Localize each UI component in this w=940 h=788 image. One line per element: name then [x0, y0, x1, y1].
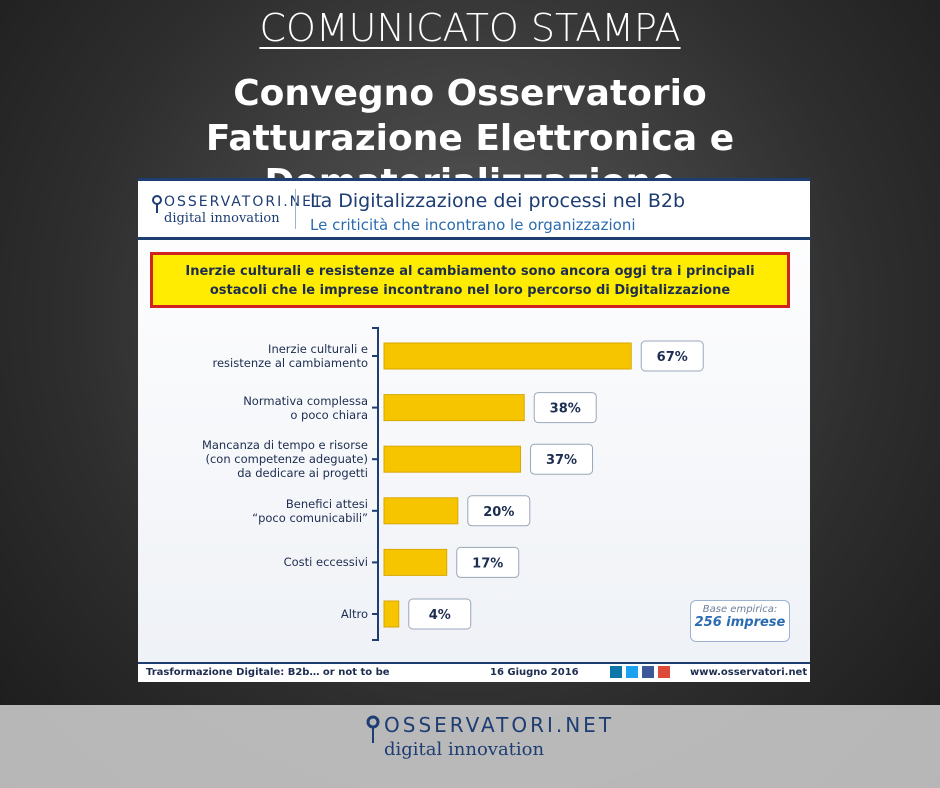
value-box [456, 546, 520, 578]
slide: OSSERVATORI.NET digital innovation La Di… [138, 178, 810, 682]
pin-icon [152, 195, 162, 213]
kicker: COMUNICATO STAMPA [0, 6, 940, 50]
slide-title: La Digitalizzazione dei processi nel B2b [310, 190, 686, 212]
bottom-band: OSSERVATORI.NET digital innovation [0, 705, 940, 788]
slide-subtitle: Le criticità che incontrano le organizza… [310, 216, 636, 234]
base-value: 256 imprese [694, 615, 786, 630]
bar [383, 600, 400, 628]
logo-tagline: digital innovation [164, 211, 280, 226]
value-label: 67% [657, 350, 688, 365]
value-label: 17% [472, 556, 503, 571]
social-icon[interactable] [626, 666, 638, 678]
value-box [467, 495, 531, 527]
headline: Convegno Osservatorio [233, 73, 707, 114]
value-label: 20% [483, 505, 514, 520]
value-box [640, 340, 704, 372]
category-label: Benefici attesi “poco comunicabili” [252, 496, 368, 525]
category-label: Costi eccessivi [283, 555, 368, 570]
pin-icon [366, 715, 380, 743]
category-label: Inerzie culturali e resistenze al cambia… [212, 342, 369, 370]
footer-event: Trasformazione Digitale: B2b… or not to … [146, 667, 390, 678]
bar [383, 497, 459, 525]
callout: Inerzie culturali e resistenze al cambia… [150, 252, 790, 308]
value-label: 38% [550, 402, 581, 417]
value-box [533, 392, 597, 424]
base-label: Base empirica: [702, 604, 778, 615]
slide-footer: Trasformazione Digitale: B2b… or not to … [138, 662, 810, 682]
plot: 67% 38% 37% 20% 17% 4% [372, 327, 704, 641]
category-label: Mancanza di tempo e risorse (con compete… [201, 438, 368, 481]
value-label: 37% [546, 453, 577, 468]
slide-header: OSSERVATORI.NET digital innovation La Di… [138, 178, 810, 240]
footer-date: 16 Giugno 2016 [490, 667, 579, 678]
base-box: Base empirica: 256 imprese [690, 600, 790, 642]
value-box [408, 598, 472, 630]
value-box [530, 443, 594, 475]
bar [383, 394, 525, 422]
social-icon[interactable] [642, 666, 654, 678]
bar [383, 445, 522, 473]
value-label: 4% [429, 608, 451, 623]
category-label: Altro [340, 607, 368, 621]
divider [295, 189, 296, 229]
logo-tagline: digital innovation [384, 739, 545, 760]
bar [383, 342, 632, 370]
social-icon[interactable] [610, 666, 622, 678]
bar [383, 548, 448, 576]
footer-url: www.osservatori.net [690, 667, 808, 678]
logo-brand: OSSERVATORI.NET [384, 713, 615, 737]
kicker-text: COMUNICATO STAMPA [259, 6, 681, 50]
axis-bracket [372, 327, 379, 641]
category-label: Normativa complessa o poco chiara [243, 393, 368, 422]
logo-brand: OSSERVATORI.NET [164, 194, 324, 210]
social-icon[interactable] [658, 666, 670, 678]
